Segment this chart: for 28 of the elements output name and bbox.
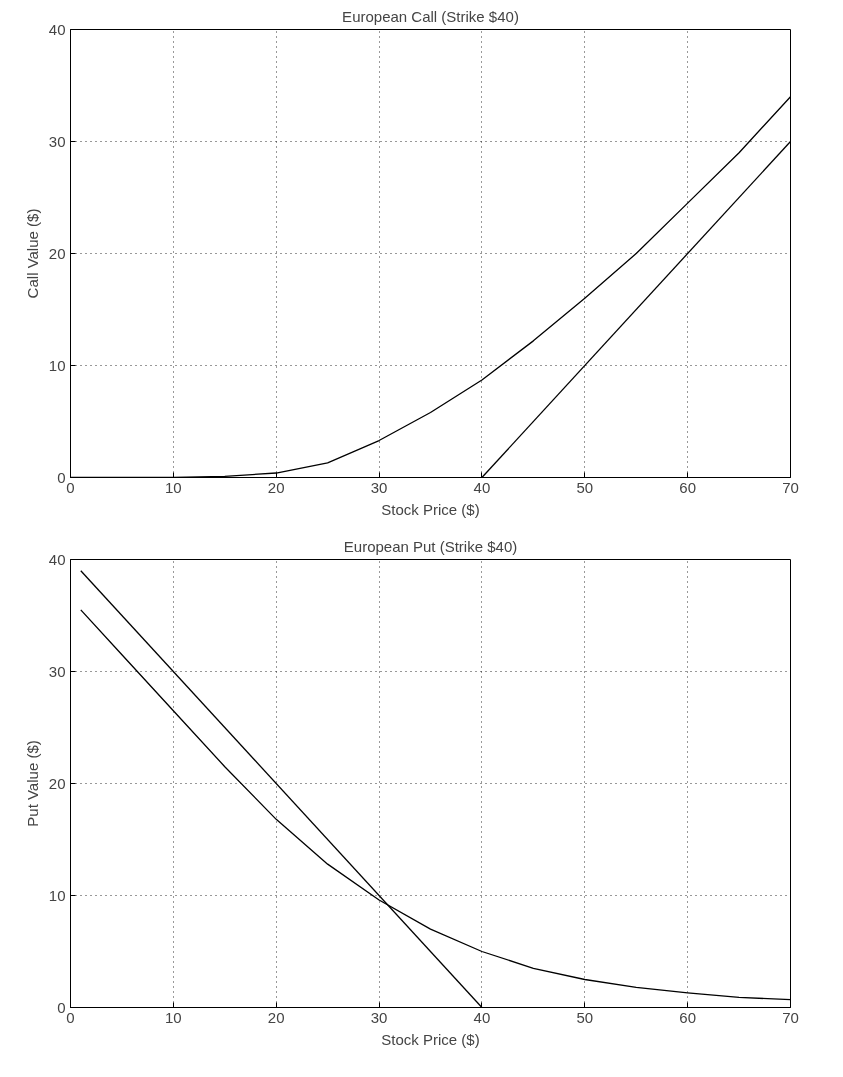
chart-title: European Call (Strike $40): [342, 7, 519, 25]
x-tick-label: 40: [473, 478, 491, 496]
x-tick-label: 10: [165, 1008, 182, 1026]
x-axis-title: Stock Price ($): [381, 500, 480, 518]
y-tick-label: 10: [48, 356, 66, 374]
x-tick-label: 10: [165, 478, 182, 496]
y-tick-label: 40: [48, 550, 66, 568]
y-tick-label: 40: [48, 20, 66, 38]
x-tick-label: 60: [679, 478, 696, 496]
x-tick-label: 30: [370, 1008, 388, 1026]
x-tick-label: 60: [679, 1008, 696, 1026]
y-axis-title: Call Value ($): [23, 208, 41, 299]
y-tick-label: 30: [48, 132, 66, 150]
x-tick-label: 70: [782, 478, 799, 496]
y-tick-label: 30: [48, 662, 66, 680]
x-tick-label: 50: [576, 478, 594, 496]
x-tick-label: 20: [267, 478, 285, 496]
y-axis-title: Put Value ($): [23, 740, 41, 827]
y-tick-label: 20: [48, 774, 66, 792]
x-tick-label: 50: [576, 1008, 594, 1026]
y-tick-label: 10: [48, 886, 66, 904]
x-tick-label: 70: [782, 1008, 799, 1026]
y-tick-label: 20: [48, 244, 66, 262]
x-tick-label: 40: [473, 1008, 491, 1026]
x-tick-label: 20: [267, 1008, 285, 1026]
x-axis-title: Stock Price ($): [381, 1030, 480, 1048]
chart-title: European Put (Strike $40): [343, 537, 518, 555]
x-tick-label: 30: [370, 478, 388, 496]
